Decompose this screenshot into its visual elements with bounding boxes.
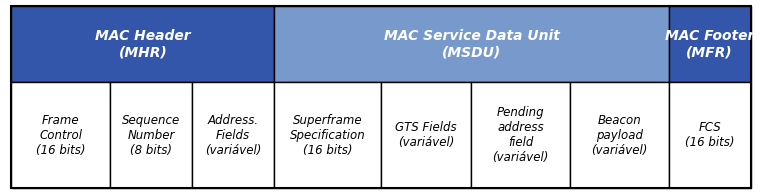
FancyBboxPatch shape (381, 82, 471, 188)
Text: Beacon
payload
(variável): Beacon payload (variável) (591, 114, 647, 157)
FancyBboxPatch shape (110, 82, 192, 188)
FancyBboxPatch shape (669, 6, 751, 82)
Text: Frame
Control
(16 bits): Frame Control (16 bits) (36, 114, 86, 157)
Text: Superframe
Specification
(16 bits): Superframe Specification (16 bits) (290, 114, 365, 157)
Text: Address.
Fields
(variável): Address. Fields (variável) (205, 114, 261, 157)
Text: MAC Service Data Unit
(MSDU): MAC Service Data Unit (MSDU) (384, 29, 559, 59)
FancyBboxPatch shape (570, 82, 669, 188)
Text: GTS Fields
(variável): GTS Fields (variável) (395, 121, 457, 149)
FancyBboxPatch shape (274, 82, 381, 188)
Text: FCS
(16 bits): FCS (16 bits) (685, 121, 735, 149)
Text: MAC Header
(MHR): MAC Header (MHR) (95, 29, 191, 59)
FancyBboxPatch shape (192, 82, 274, 188)
FancyBboxPatch shape (274, 6, 669, 82)
Text: Sequence
Number
(8 bits): Sequence Number (8 bits) (122, 114, 180, 157)
FancyBboxPatch shape (11, 6, 274, 82)
Text: MAC Footer
(MFR): MAC Footer (MFR) (665, 29, 755, 59)
FancyBboxPatch shape (11, 82, 110, 188)
FancyBboxPatch shape (471, 82, 570, 188)
Text: Pending
address
field
(variável): Pending address field (variável) (493, 106, 549, 164)
FancyBboxPatch shape (669, 82, 751, 188)
